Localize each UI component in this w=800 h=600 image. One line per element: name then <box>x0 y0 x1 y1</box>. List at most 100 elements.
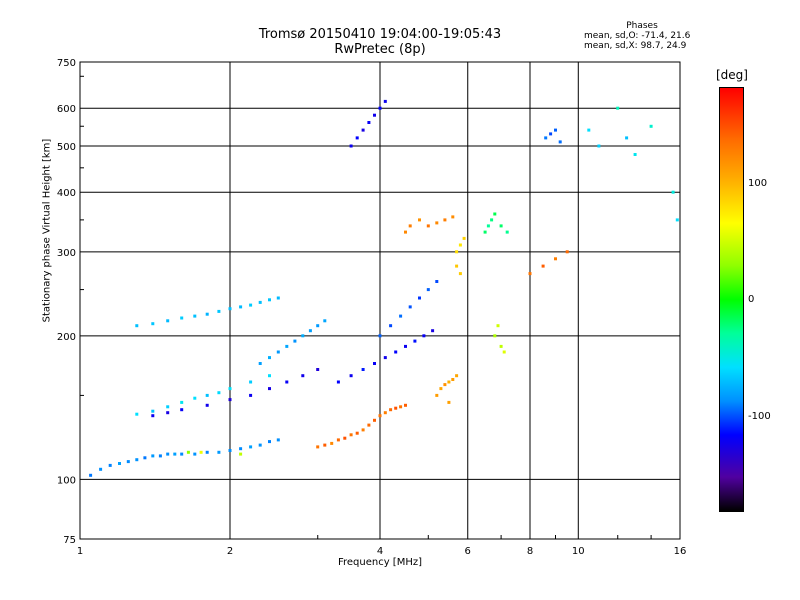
data-point <box>404 230 407 234</box>
data-point <box>558 140 562 144</box>
data-point <box>89 473 93 477</box>
data-point <box>217 309 221 313</box>
data-point <box>383 411 387 415</box>
x-tick-label-10: 10 <box>572 546 585 557</box>
data-point <box>228 307 232 311</box>
y-tick-label-75: 75 <box>63 535 76 546</box>
data-point <box>455 264 459 268</box>
data-point <box>276 438 280 442</box>
data-point <box>462 236 466 240</box>
x-tick-label-6: 6 <box>465 546 471 557</box>
data-point <box>649 124 653 128</box>
data-point <box>135 412 139 416</box>
y-tick-label-750: 750 <box>57 58 76 69</box>
data-point <box>451 215 455 219</box>
data-point <box>394 406 398 410</box>
data-point <box>373 362 376 365</box>
data-point <box>268 440 271 444</box>
y-tick-label-600: 600 <box>57 104 76 115</box>
data-point <box>528 272 532 276</box>
data-point <box>483 230 487 234</box>
data-point <box>323 443 327 447</box>
data-point <box>193 314 197 318</box>
data-point <box>597 144 601 148</box>
data-point <box>301 334 305 338</box>
legend-line-o: mean, sd,O: -71.4, 21.6 <box>584 31 691 41</box>
data-point <box>413 339 417 343</box>
data-point <box>493 212 497 216</box>
data-point <box>205 403 209 407</box>
data-point <box>616 106 620 110</box>
data-points <box>89 99 679 477</box>
data-point <box>349 433 353 437</box>
data-point <box>499 344 503 348</box>
data-point <box>293 339 297 343</box>
title-line-2: RwPretec (8p) <box>334 42 426 57</box>
data-point <box>268 356 271 360</box>
x-tick-label-16: 16 <box>674 546 687 557</box>
data-point <box>268 298 271 302</box>
data-point <box>205 312 209 316</box>
phases-legend: Phases mean, sd,O: -71.4, 21.6 mean, sd,… <box>584 21 692 51</box>
data-point <box>258 362 262 365</box>
y-axis-label: Stationary phase Virtual Height [km] <box>41 138 53 323</box>
data-point <box>199 450 203 454</box>
data-point <box>118 462 121 465</box>
data-point <box>205 393 209 397</box>
colorbar-label: [deg] <box>716 68 748 82</box>
data-point <box>108 463 112 467</box>
data-point <box>383 99 387 103</box>
data-point <box>276 350 280 354</box>
data-point <box>308 329 312 333</box>
data-point <box>486 224 490 228</box>
data-point <box>355 136 359 140</box>
data-point <box>336 438 340 442</box>
data-point <box>496 324 500 328</box>
data-point <box>343 436 347 440</box>
data-point <box>565 250 569 254</box>
data-point <box>323 319 327 323</box>
data-point <box>399 314 403 318</box>
data-point <box>378 414 382 418</box>
data-point <box>675 218 679 222</box>
data-point <box>258 300 262 304</box>
data-point <box>180 316 184 320</box>
colorbar <box>719 87 744 512</box>
data-point <box>285 380 289 384</box>
data-point <box>389 408 393 412</box>
data-point <box>239 447 243 451</box>
x-tick-labels: 1 2 4 6 8 10 16 <box>77 546 687 557</box>
data-point <box>217 391 221 395</box>
data-point <box>455 374 459 378</box>
data-point <box>367 121 371 124</box>
data-point <box>166 452 170 456</box>
colorbar-tick-minus-100: -100 <box>748 411 771 422</box>
x-tick-label-8: 8 <box>527 546 533 557</box>
data-point <box>373 113 376 117</box>
y-tick-label-400: 400 <box>57 188 76 199</box>
data-point <box>239 305 243 309</box>
data-point <box>493 334 497 338</box>
data-point <box>166 411 170 415</box>
data-point <box>336 380 340 384</box>
data-point <box>435 221 439 225</box>
title-line-1: Tromsø 20150410 19:04:00-19:05:43 <box>258 27 502 42</box>
data-point <box>587 128 591 132</box>
data-point <box>499 224 503 228</box>
data-point <box>361 128 365 132</box>
data-point <box>435 280 439 283</box>
data-point <box>505 230 509 234</box>
y-tick-labels: 75 100 200 300 400 500 600 750 <box>57 58 76 546</box>
data-point <box>394 350 398 354</box>
data-point <box>502 350 506 354</box>
data-point <box>143 456 147 460</box>
data-point <box>249 303 253 307</box>
data-point <box>426 224 430 228</box>
data-point <box>439 387 443 391</box>
data-point <box>404 403 407 407</box>
legend-line-x: mean, sd,X: 98.7, 24.9 <box>584 41 687 51</box>
data-point <box>447 400 451 404</box>
data-point <box>458 272 462 276</box>
data-point <box>239 452 243 456</box>
data-point <box>378 334 382 338</box>
